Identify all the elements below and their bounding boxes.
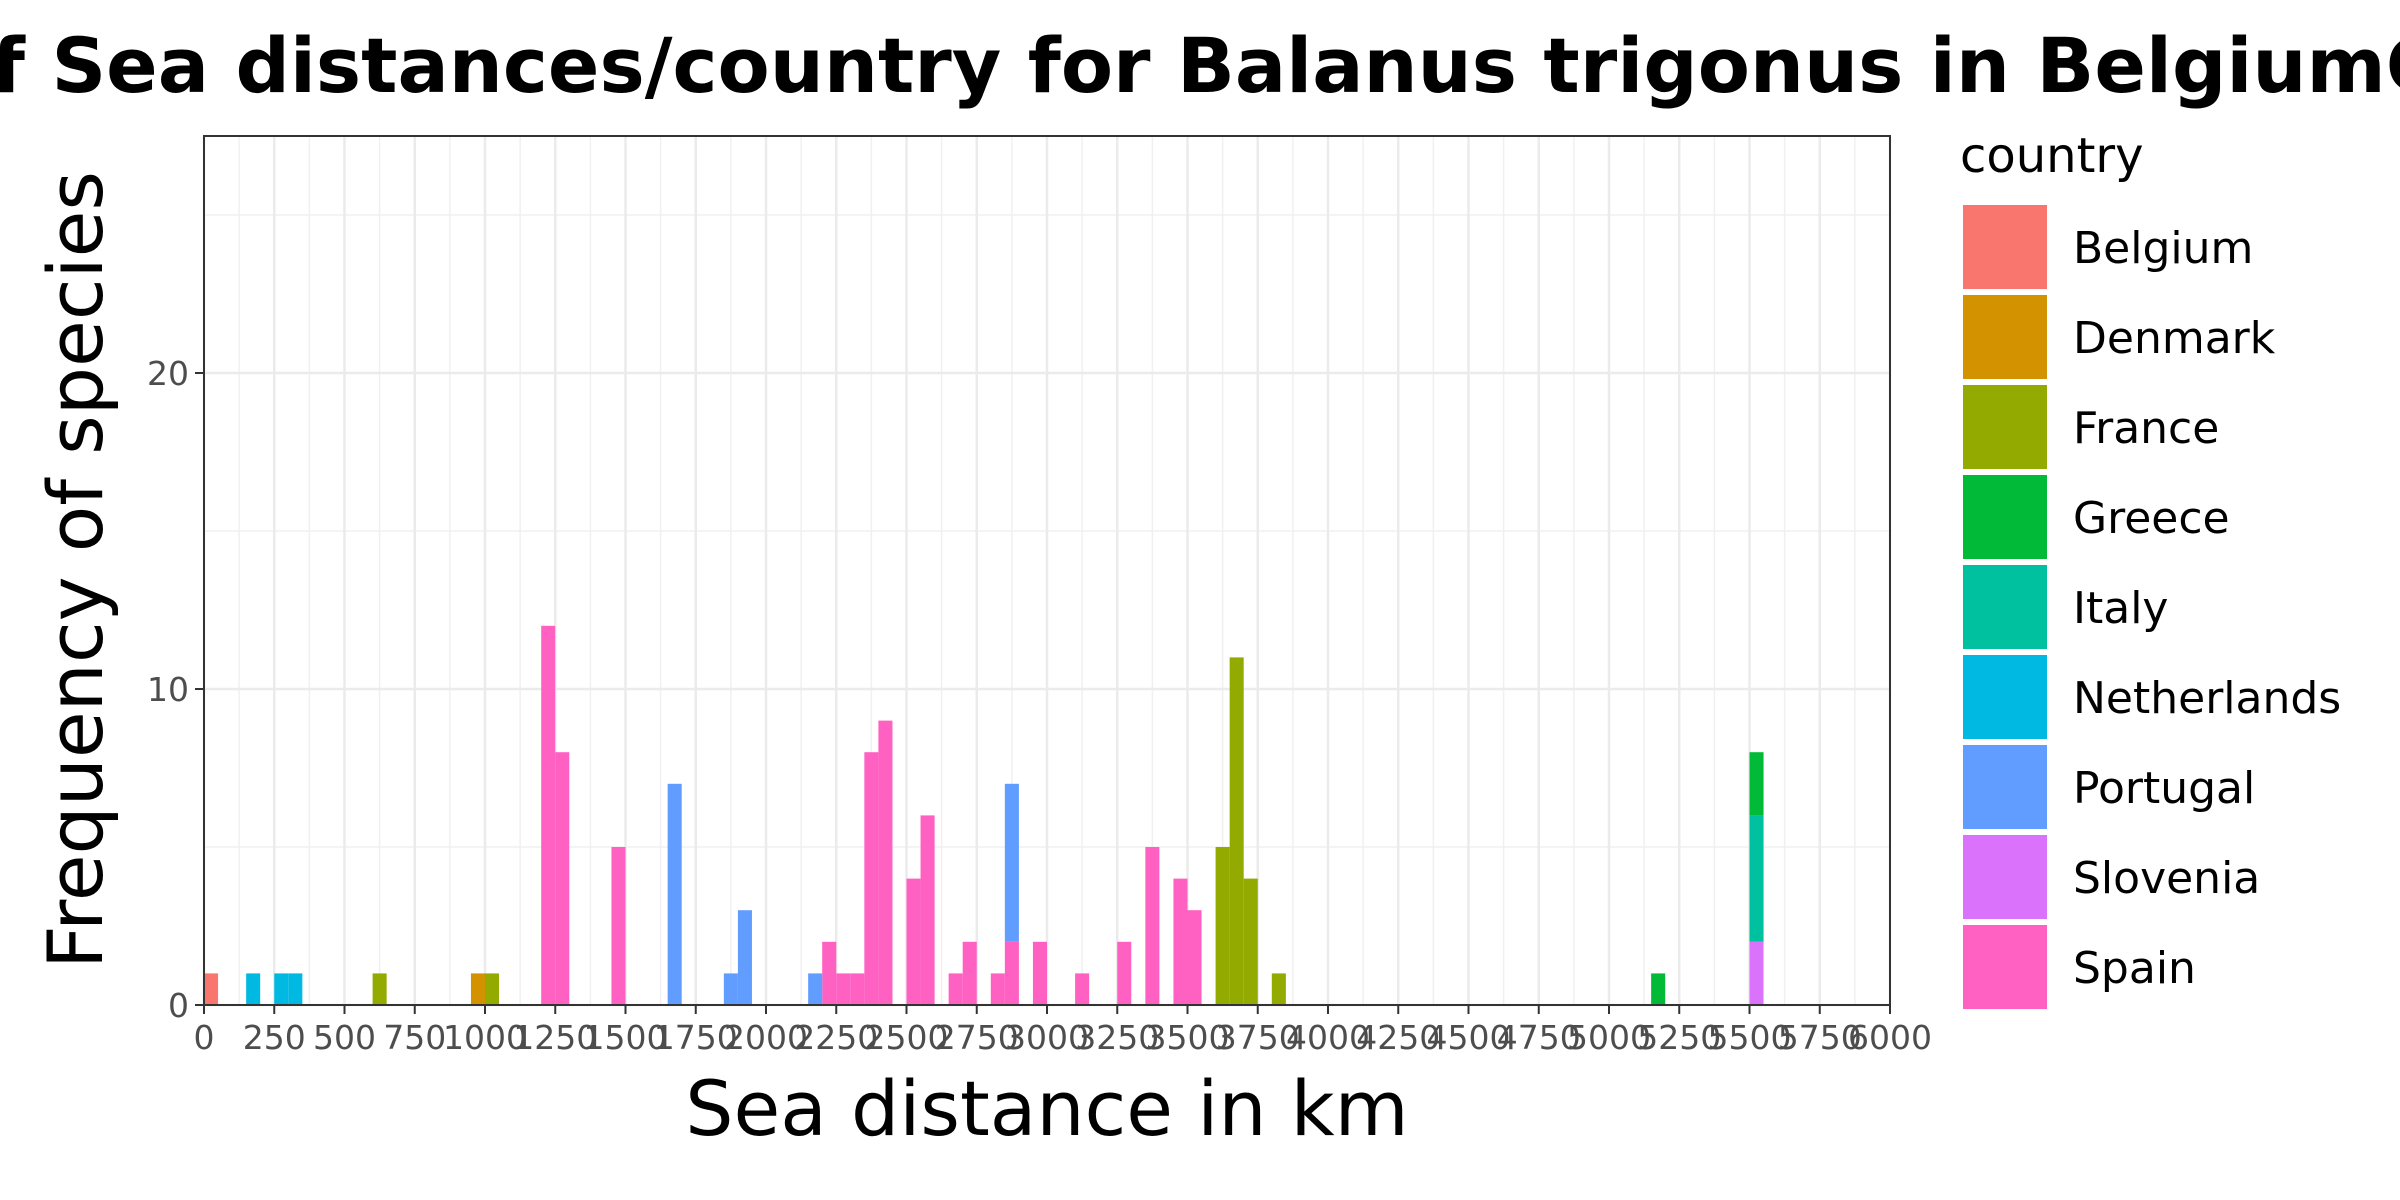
- chart-title: Histogram of Sea distances/country for B…: [0, 21, 2400, 110]
- x-tick-label: 2250: [794, 1018, 878, 1057]
- y-tick-label: 10: [147, 670, 189, 709]
- y-tick-label: 0: [168, 986, 189, 1025]
- legend-key-netherlands: [1963, 655, 2047, 739]
- legend-key-denmark: [1963, 295, 2047, 379]
- x-tick-label: 2000: [724, 1018, 808, 1057]
- legend: country Belgium Denmark France Greece Italy N…: [1960, 128, 2341, 1009]
- bar-greece-5500: [1749, 752, 1764, 816]
- bar-spain-1200: [541, 625, 556, 1005]
- bar-portugal-1850: [723, 973, 738, 1005]
- legend-label-portugal: Portugal: [2073, 763, 2255, 814]
- x-tick-label: 3250: [1075, 1018, 1159, 1057]
- x-tick-label: 6000: [1848, 1018, 1932, 1057]
- bar-spain-2800: [990, 973, 1005, 1005]
- bar-spain-2700: [962, 941, 977, 1005]
- bar-spain-2550: [920, 815, 935, 1005]
- legend-key-spain: [1963, 925, 2047, 1009]
- bar-spain-2400: [878, 720, 893, 1005]
- bar-slovenia-5500: [1749, 941, 1764, 1005]
- x-tick-label: 1500: [584, 1018, 668, 1057]
- x-tick-label: 3000: [1005, 1018, 1089, 1057]
- bar-portugal-1900: [737, 910, 752, 1005]
- bar-spain-1250: [555, 752, 570, 1005]
- bar-france-3600: [1215, 847, 1230, 1005]
- x-tick-label: 3500: [1146, 1018, 1230, 1057]
- bar-france-3700: [1243, 878, 1258, 1005]
- x-axis-title: Sea distance in km: [685, 1064, 1408, 1153]
- bar-denmark-950: [470, 973, 485, 1005]
- legend-key-portugal: [1963, 745, 2047, 829]
- legend-key-france: [1963, 385, 2047, 469]
- x-tick-label: 3750: [1216, 1018, 1300, 1057]
- y-tick-label: 20: [147, 354, 189, 393]
- x-tick-label: 750: [383, 1018, 446, 1057]
- legend-label-italy: Italy: [2073, 583, 2168, 634]
- bar-portugal-1650: [667, 783, 682, 1005]
- x-tick-label: 4000: [1286, 1018, 1370, 1057]
- bar-france-1000: [485, 973, 500, 1005]
- bar-spain-2850: [1004, 941, 1019, 1005]
- bar-netherlands-250: [274, 973, 289, 1005]
- x-tick-label: 5000: [1567, 1018, 1651, 1057]
- x-tick-label: 0: [194, 1018, 215, 1057]
- legend-label-greece: Greece: [2073, 493, 2230, 544]
- bar-netherlands-150: [246, 973, 261, 1005]
- bar-spain-3100: [1075, 973, 1090, 1005]
- bar-france-600: [372, 973, 387, 1005]
- bar-portugal-2150: [808, 973, 823, 1005]
- legend-label-belgium: Belgium: [2073, 223, 2253, 274]
- bar-spain-2650: [948, 973, 963, 1005]
- bar-spain-3250: [1117, 941, 1132, 1005]
- legend-label-france: France: [2073, 403, 2219, 454]
- x-tick-label: 1000: [443, 1018, 527, 1057]
- bar-spain-2950: [1032, 941, 1047, 1005]
- legend-label-netherlands: Netherlands: [2073, 673, 2341, 724]
- x-tick-label: 2750: [935, 1018, 1019, 1057]
- bar-spain-3500: [1187, 910, 1202, 1005]
- x-tick-label: 4250: [1356, 1018, 1440, 1057]
- bar-spain-2300: [850, 973, 865, 1005]
- y-axis-ticks: 0 10 20: [147, 354, 204, 1025]
- bar-spain-3350: [1145, 847, 1160, 1005]
- bar-spain-2250: [836, 973, 851, 1005]
- bar-france-3800: [1271, 973, 1286, 1005]
- legend-label-spain: Spain: [2073, 943, 2196, 994]
- legend-title: country: [1960, 128, 2144, 184]
- x-tick-label: 4750: [1497, 1018, 1581, 1057]
- x-tick-label: 2500: [865, 1018, 949, 1057]
- bar-spain-3450: [1173, 878, 1188, 1005]
- bar-spain-1450: [611, 847, 626, 1005]
- bar-portugal-2850: [1004, 783, 1019, 942]
- x-tick-label: 250: [243, 1018, 306, 1057]
- legend-key-italy: [1963, 565, 2047, 649]
- x-tick-label: 1250: [513, 1018, 597, 1057]
- bar-spain-2350: [864, 752, 879, 1005]
- bar-spain-2500: [906, 878, 921, 1005]
- x-tick-label: 5250: [1637, 1018, 1721, 1057]
- bar-spain-2200: [822, 941, 837, 1005]
- bars: [204, 625, 1764, 1005]
- legend-key-slovenia: [1963, 835, 2047, 919]
- legend-key-belgium: [1963, 205, 2047, 289]
- bar-italy-5500: [1749, 815, 1764, 942]
- bar-greece-5150: [1651, 973, 1666, 1005]
- bar-france-3650: [1229, 657, 1244, 1005]
- legend-label-slovenia: Slovenia: [2073, 853, 2260, 904]
- x-tick-label: 500: [313, 1018, 376, 1057]
- x-tick-label: 1750: [654, 1018, 738, 1057]
- x-tick-label: 5750: [1778, 1018, 1862, 1057]
- bar-belgium-0: [204, 973, 219, 1005]
- x-tick-label: 5500: [1708, 1018, 1792, 1057]
- y-axis-title: Frequency of species: [31, 171, 120, 969]
- legend-key-greece: [1963, 475, 2047, 559]
- legend-label-denmark: Denmark: [2073, 313, 2276, 364]
- x-tick-label: 4500: [1427, 1018, 1511, 1057]
- x-axis-ticks: 0 250 500 750100012501500175020002250250027…: [194, 1005, 1932, 1057]
- bar-netherlands-300: [288, 973, 303, 1005]
